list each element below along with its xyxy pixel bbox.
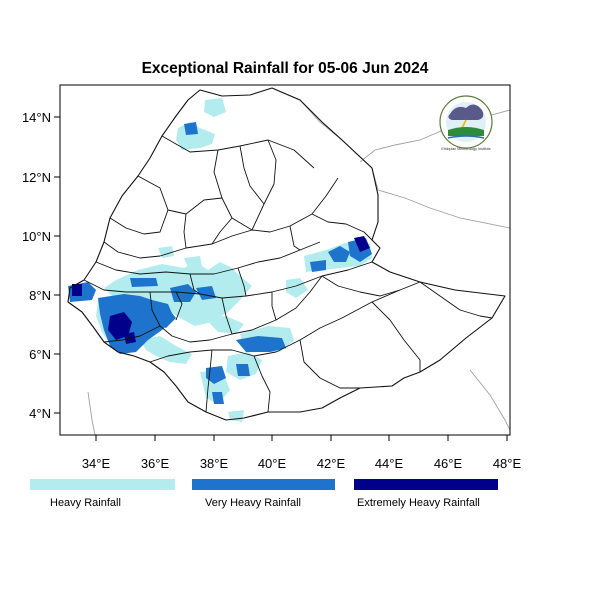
extreme-area-westedge [72, 284, 82, 296]
x-tick-label: 48°E [493, 456, 522, 471]
boundary-21 [183, 213, 187, 249]
boundary-19 [321, 275, 421, 297]
extreme-rainfall-areas [72, 236, 370, 344]
southwest-boundary [87, 391, 96, 435]
veryheavy-area-central-3 [150, 308, 176, 328]
legend-swatch-heavy [30, 479, 175, 490]
x-tick-label: 34°E [82, 456, 111, 471]
heavy-area-south-4 [228, 410, 244, 422]
boundary-25 [221, 297, 233, 335]
veryheavy-area-west-bar [130, 278, 158, 287]
legend-label-very-heavy: Very Heavy Rainfall [205, 497, 301, 509]
heavy-area-south-1 [140, 336, 192, 364]
region-boundaries [67, 87, 506, 421]
logo-land-icon [448, 127, 484, 136]
heavy-area-north [204, 98, 226, 117]
boundary-16 [253, 355, 271, 413]
boundary-27 [419, 281, 493, 319]
x-tick-label: 46°E [434, 456, 463, 471]
veryheavy-area-south [206, 366, 226, 384]
logo-text: Ethiopian Meteorology Institute [441, 147, 490, 151]
boundary-4 [109, 209, 169, 235]
legend-swatch-extreme [354, 479, 498, 490]
y-tick-labels: 14°N 12°N 10°N 8°N 6°N 4°N [22, 110, 51, 421]
legend: Heavy Rainfall Very Heavy Rainfall Extre… [30, 479, 498, 509]
y-tick-label: 6°N [29, 347, 51, 362]
veryheavy-area-southcentral [236, 336, 286, 352]
legend-swatch-very-heavy [192, 479, 335, 490]
y-tick-label: 4°N [29, 406, 51, 421]
y-tick-label: 12°N [22, 170, 51, 185]
x-tick-label: 44°E [375, 456, 404, 471]
boundary-5 [103, 229, 253, 259]
map-title: Exceptional Rainfall for 05-06 Jun 2024 [142, 60, 429, 77]
extreme-area-east [354, 236, 370, 252]
boundary-17 [299, 339, 360, 389]
boundary-22 [251, 139, 277, 231]
heavy-rainfall-areas [96, 98, 372, 422]
veryheavy-area-east-3 [310, 260, 326, 272]
boundary-6 [95, 241, 321, 275]
boundary-10 [237, 267, 247, 297]
boundary-23 [239, 145, 265, 205]
boundary-2 [213, 149, 339, 233]
boundary-15 [205, 349, 213, 413]
y-tick-label: 10°N [22, 229, 51, 244]
x-tick-labels: 34°E 36°E 38°E 40°E 42°E 44°E 46°E 48°E [82, 456, 522, 471]
boundary-12 [149, 275, 323, 343]
logo-cloud-icon [448, 104, 484, 120]
veryheavy-area-central-2 [196, 286, 216, 300]
x-tick-label: 40°E [258, 456, 287, 471]
legend-label-extreme: Extremely Heavy Rainfall [357, 497, 480, 509]
somali-coast-boundary [469, 369, 510, 431]
heavy-area-east-2 [286, 278, 308, 298]
rainfall-layer [68, 98, 372, 422]
boundary-24 [175, 291, 183, 321]
veryheavy-area-south-2 [236, 364, 250, 376]
y-tick-label: 14°N [22, 110, 51, 125]
boundary-20 [211, 217, 233, 245]
x-tick-label: 38°E [200, 456, 229, 471]
heavy-area-central [205, 316, 244, 334]
legend-label-heavy: Heavy Rainfall [50, 497, 121, 509]
x-tick-label: 42°E [317, 456, 346, 471]
country-outline [67, 87, 506, 421]
veryheavy-area-north [184, 122, 198, 135]
boundary-7 [311, 213, 373, 241]
boundary-14 [149, 289, 401, 363]
veryheavy-area-south-3 [212, 392, 224, 404]
x-tick-label: 36°E [141, 456, 170, 471]
meteorology-institute-logo: Ethiopian Meteorology Institute [439, 95, 493, 151]
boundary-26 [271, 292, 277, 321]
logo-water-icon [447, 135, 485, 139]
boundary-3 [137, 175, 223, 215]
heavy-area-centralwest-2 [184, 256, 202, 268]
boundary-9 [289, 225, 301, 251]
boundary-11 [189, 273, 201, 295]
map-frame [59, 84, 511, 436]
tick-marks [54, 116, 508, 441]
y-tick-label: 8°N [29, 288, 51, 303]
boundary-18 [371, 301, 421, 372]
boundary-13 [103, 325, 161, 343]
extreme-area-southwest-1 [108, 312, 132, 340]
veryheavy-area-east-1 [328, 246, 350, 262]
